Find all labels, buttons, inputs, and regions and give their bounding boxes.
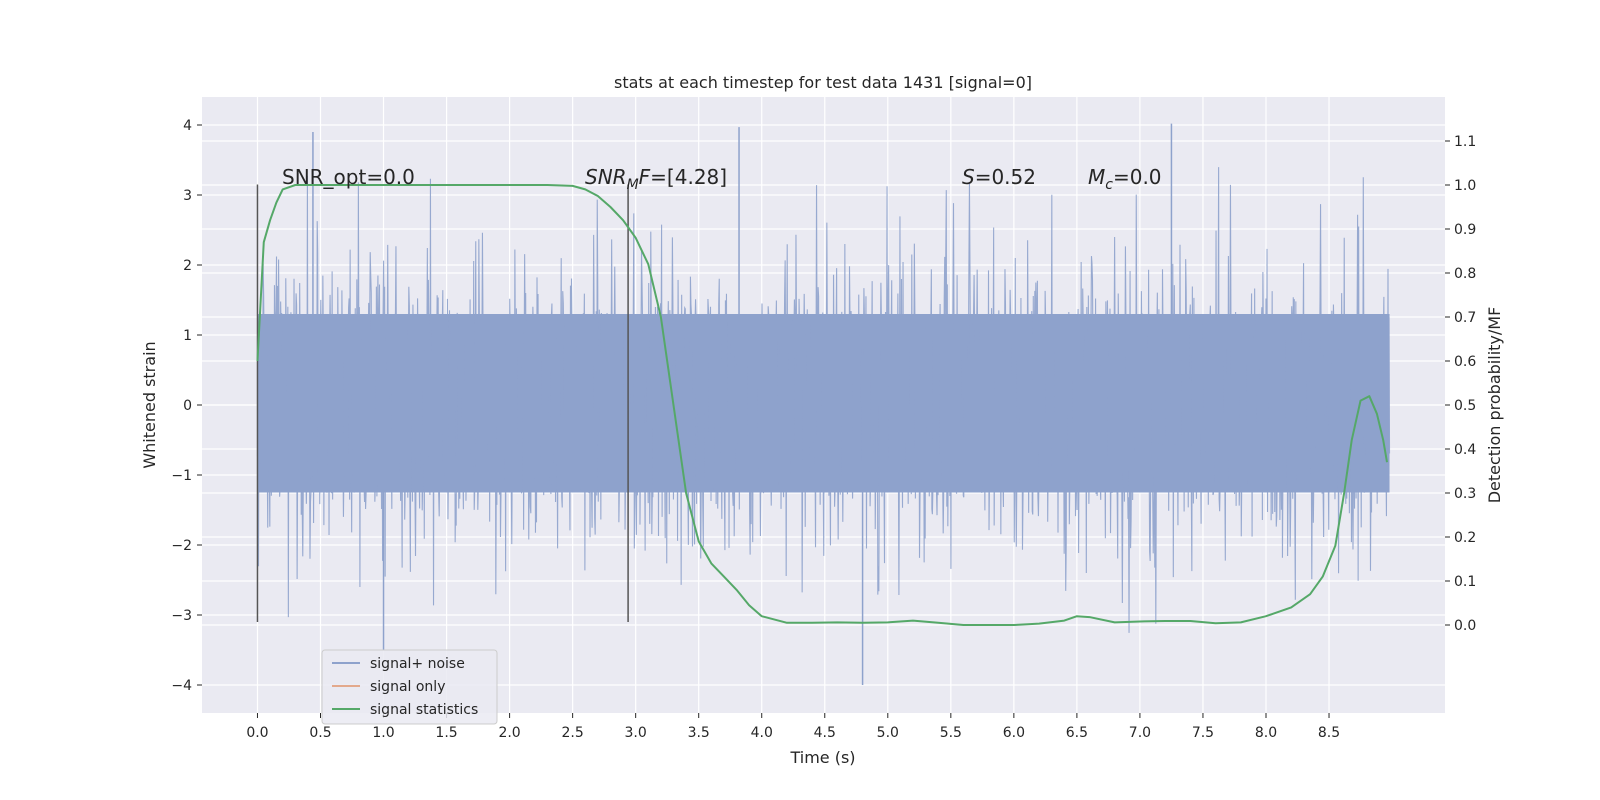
y-right-tick-label: 0.5 [1454,398,1476,414]
x-tick-label: 8.0 [1255,725,1277,741]
y-axis-right-title: Detection probability/MF [1485,307,1504,504]
annotation-mc: Mc=0.0 [1088,165,1162,193]
series-signal-noise [256,123,1391,685]
x-tick-label: 3.0 [625,725,647,741]
x-tick-label: 3.5 [688,725,710,741]
y-left-tick-label: 2 [183,258,192,274]
annotation-snr-opt: SNR_opt=0.0 [282,165,415,189]
y-right-tick-label: 0.9 [1454,222,1476,238]
legend-label-signal-noise: signal+ noise [370,656,465,672]
y-right-tick-label: 0.7 [1454,310,1476,326]
x-tick-label: 1.0 [372,725,394,741]
x-tick-label: 6.5 [1066,725,1088,741]
y-axis-left-title: Whitened strain [140,341,159,468]
y-right-tick-label: 0.1 [1454,574,1476,590]
y-axis-left: 4 3 2 1 0 −1 −2 −3 −4 [171,118,202,694]
y-right-tick-label: 0.4 [1454,442,1476,458]
y-right-tick-label: 0.8 [1454,266,1476,282]
y-right-tick-label: 0.2 [1454,530,1476,546]
y-right-tick-label: 1.1 [1454,134,1476,150]
y-left-tick-label: 0 [183,398,192,414]
vertical-markers [256,184,629,622]
x-tick-label: 6.0 [1003,725,1025,741]
y-axis-right: 1.1 1.0 0.9 0.8 0.7 0.6 0.5 0.4 0.3 0.2 0.1 0.0 [1445,134,1476,634]
x-tick-label: 4.0 [751,725,773,741]
y-left-tick-label: −1 [171,468,192,484]
x-tick-label: 7.5 [1192,725,1214,741]
y-left-tick-label: −3 [171,608,192,624]
chart-title: stats at each timestep for test data 143… [614,73,1032,92]
x-tick-label: 0.0 [246,725,268,741]
y-left-tick-label: −2 [171,538,192,554]
x-tick-label: 2.5 [561,725,583,741]
legend-label-signal-statistics: signal statistics [370,702,478,718]
x-tick-label: 4.5 [814,725,836,741]
x-tick-label: 1.5 [435,725,457,741]
x-tick-label: 0.5 [309,725,331,741]
x-tick-label: 7.0 [1129,725,1151,741]
y-left-tick-label: 1 [183,328,192,344]
y-left-tick-label: −4 [171,678,192,694]
y-right-tick-label: 0.0 [1454,618,1476,634]
y-left-tick-label: 3 [183,188,192,204]
legend: signal+ noise signal only signal statist… [321,649,498,725]
legend-label-signal-only: signal only [370,679,445,695]
y-left-tick-label: 4 [183,118,192,134]
x-tick-label: 5.5 [940,725,962,741]
y-right-tick-label: 0.6 [1454,354,1476,370]
legend-box [321,649,498,725]
annotation-snr-mf: SNRMF=[4.28] [585,165,727,193]
stat-line [256,184,1388,626]
series-signal-statistics [256,184,1388,626]
y-right-tick-label: 1.0 [1454,178,1476,194]
x-tick-label: 2.0 [498,725,520,741]
noise-trace [256,167,1391,633]
y-right-tick-label: 0.3 [1454,486,1476,502]
x-tick-label: 8.5 [1318,725,1340,741]
x-axis: 0.0 0.5 1.0 1.5 2.0 2.5 3.0 3.5 4.0 4.5 5.0 5.5 6.0 6… [246,713,1340,741]
x-tick-label: 5.0 [877,725,899,741]
x-axis-title: Time (s) [789,748,855,767]
annotation-s: S=0.52 [962,165,1036,189]
